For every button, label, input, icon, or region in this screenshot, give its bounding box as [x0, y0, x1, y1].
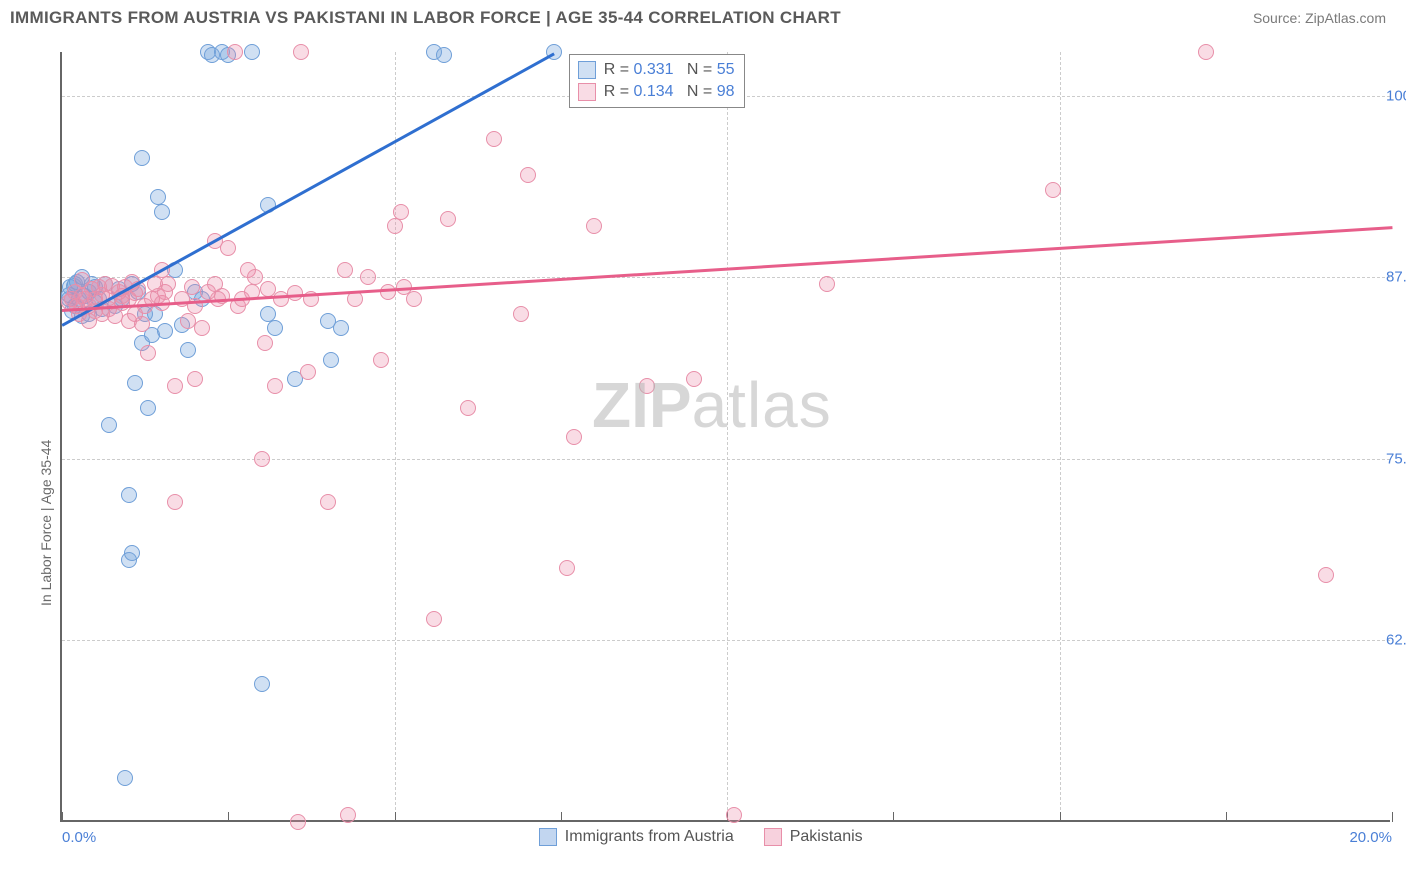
data-point: [220, 240, 236, 256]
series-legend: Immigrants from Austria Pakistanis: [539, 828, 863, 846]
data-point: [436, 47, 452, 63]
data-point: [387, 218, 403, 234]
data-point: [373, 352, 389, 368]
data-point: [380, 284, 396, 300]
data-point: [247, 269, 263, 285]
x-tick-mark: [893, 812, 894, 822]
x-tick-mark: [395, 812, 396, 822]
y-tick-label: 75.0%: [1386, 450, 1406, 467]
gridline-v: [727, 52, 728, 820]
legend-swatch: [578, 61, 596, 79]
data-point: [320, 494, 336, 510]
chart-title: IMMIGRANTS FROM AUSTRIA VS PAKISTANI IN …: [10, 8, 841, 28]
legend-item: Immigrants from Austria: [539, 828, 734, 846]
data-point: [134, 316, 150, 332]
data-point: [134, 150, 150, 166]
gridline-v: [395, 52, 396, 820]
data-point: [1318, 567, 1334, 583]
legend-swatch: [578, 83, 596, 101]
x-tick-mark: [1226, 812, 1227, 822]
data-point: [440, 211, 456, 227]
data-point: [726, 807, 742, 823]
data-point: [1198, 44, 1214, 60]
data-point: [460, 400, 476, 416]
data-point: [566, 429, 582, 445]
data-point: [293, 44, 309, 60]
data-point: [244, 44, 260, 60]
data-point: [121, 487, 137, 503]
data-point: [393, 204, 409, 220]
legend-label: Pakistanis: [790, 828, 863, 846]
data-point: [167, 378, 183, 394]
data-point: [639, 378, 655, 394]
gridline-h: [62, 640, 1390, 641]
data-point: [267, 378, 283, 394]
data-point: [101, 417, 117, 433]
data-point: [140, 400, 156, 416]
chart-source: Source: ZipAtlas.com: [1253, 10, 1386, 26]
data-point: [559, 560, 575, 576]
data-point: [187, 371, 203, 387]
data-point: [586, 218, 602, 234]
legend-row: R = 0.331 N = 55: [578, 59, 735, 81]
data-point: [486, 131, 502, 147]
data-point: [300, 364, 316, 380]
data-point: [686, 371, 702, 387]
x-tick-label: 0.0%: [62, 829, 96, 846]
data-point: [333, 320, 349, 336]
data-point: [513, 306, 529, 322]
correlation-legend: R = 0.331 N = 55R = 0.134 N = 98: [569, 54, 746, 108]
data-point: [819, 276, 835, 292]
data-point: [140, 345, 156, 361]
x-tick-mark: [62, 812, 63, 822]
data-point: [124, 545, 140, 561]
gridline-v: [1060, 52, 1061, 820]
x-tick-mark: [561, 812, 562, 822]
plot-area: 0.0%20.0%: [60, 52, 1390, 822]
data-point: [360, 269, 376, 285]
data-point: [267, 320, 283, 336]
data-point: [180, 342, 196, 358]
data-point: [157, 323, 173, 339]
legend-label: Immigrants from Austria: [565, 828, 734, 846]
data-point: [290, 814, 306, 830]
x-tick-mark: [1392, 812, 1393, 822]
data-point: [1045, 182, 1061, 198]
data-point: [117, 770, 133, 786]
legend-text: R = 0.134 N = 98: [604, 81, 735, 103]
y-tick-label: 100.0%: [1386, 87, 1406, 104]
x-tick-label: 20.0%: [1349, 829, 1392, 846]
data-point: [184, 279, 200, 295]
correlation-chart: 0.0%20.0%62.5%75.0%87.5%100.0%In Labor F…: [60, 52, 1390, 822]
x-tick-mark: [1060, 812, 1061, 822]
x-tick-mark: [228, 812, 229, 822]
data-point: [337, 262, 353, 278]
data-point: [520, 167, 536, 183]
data-point: [127, 375, 143, 391]
legend-item: Pakistanis: [764, 828, 863, 846]
data-point: [160, 276, 176, 292]
data-point: [167, 494, 183, 510]
y-tick-label: 62.5%: [1386, 632, 1406, 649]
data-point: [406, 291, 422, 307]
data-point: [150, 189, 166, 205]
data-point: [227, 44, 243, 60]
data-point: [254, 676, 270, 692]
data-point: [154, 204, 170, 220]
legend-swatch: [764, 828, 782, 846]
data-point: [426, 611, 442, 627]
data-point: [254, 451, 270, 467]
chart-header: IMMIGRANTS FROM AUSTRIA VS PAKISTANI IN …: [0, 0, 1406, 32]
legend-swatch: [539, 828, 557, 846]
data-point: [340, 807, 356, 823]
legend-text: R = 0.331 N = 55: [604, 59, 735, 81]
data-point: [323, 352, 339, 368]
y-tick-label: 87.5%: [1386, 269, 1406, 286]
legend-row: R = 0.134 N = 98: [578, 81, 735, 103]
y-axis-label: In Labor Force | Age 35-44: [38, 440, 54, 606]
data-point: [194, 320, 210, 336]
data-point: [257, 335, 273, 351]
